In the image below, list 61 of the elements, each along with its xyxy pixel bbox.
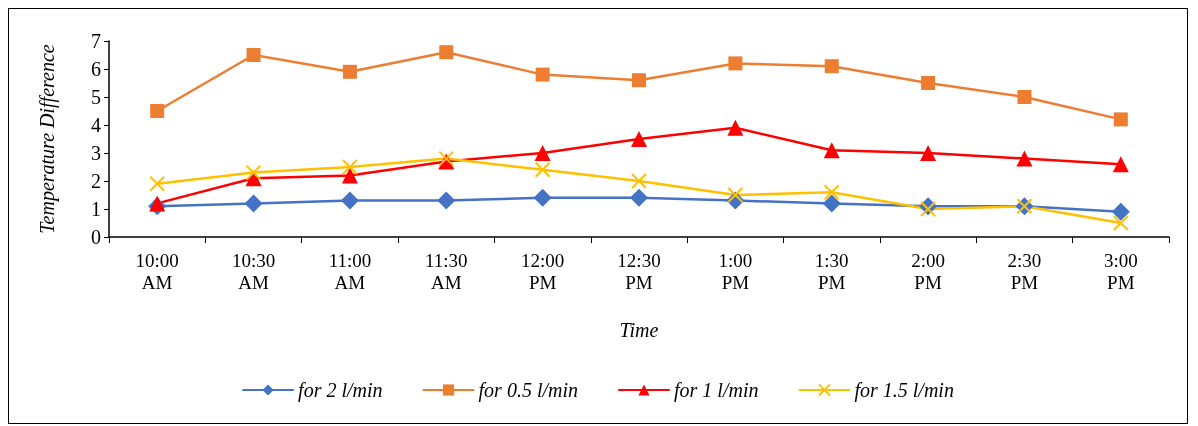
point [534,161,551,178]
y-tick-label: 0 [91,226,101,248]
point [631,131,647,147]
point [439,45,454,60]
point [534,145,551,161]
y-tick-label: 1 [91,198,101,220]
point [1111,202,1130,221]
legend-label: for 0.5 l/min [478,379,578,402]
y-tick-label: 4 [91,114,101,136]
point [246,48,261,62]
point [149,175,166,192]
x-tick-label: 1:30 PM [814,249,849,293]
x-tick-label: 2:30 PM [1007,249,1042,293]
x-tick-label: 11:30 AM [424,249,468,293]
point [630,188,648,207]
point [1017,90,1032,104]
point [920,201,937,217]
point [342,64,357,79]
point [631,173,647,189]
point [341,167,358,184]
legend-label: for 2 l/min [298,379,383,402]
y-tick-label: 2 [91,170,101,192]
x-axis-title: Time [619,319,659,341]
point [823,142,840,159]
point [632,73,646,88]
legend-label: for 1.5 l/min [854,379,954,402]
point [1016,150,1033,167]
point [921,76,936,90]
legend-label: for 1 l/min [674,379,759,402]
y-tick-label: 7 [91,30,101,52]
point [340,191,359,210]
point [727,119,744,136]
y-tick-label: 5 [91,86,101,108]
point [535,67,550,82]
x-tick-label: 10:00 AM [135,249,179,293]
x-tick-label: 10:30 AM [231,249,276,293]
y-tick-label: 3 [91,142,101,164]
point [437,191,456,210]
point [1112,156,1129,173]
point [150,104,165,118]
y-tick-label: 6 [91,58,101,80]
point [341,159,358,175]
y-axis-title: Temperature Difference [36,44,59,234]
point [824,59,839,74]
point [823,184,840,201]
x-tick-label: 1:00 PM [718,249,753,293]
x-tick-label: 2:00 PM [911,249,945,293]
point [727,187,744,203]
point [1113,112,1128,127]
x-tick-label: 12:00 PM [521,249,565,293]
point [920,145,937,161]
point [1112,215,1129,231]
point [244,194,263,213]
x-tick-label: 11:00 AM [328,249,372,293]
point [533,188,552,207]
point [728,56,743,71]
x-tick-label: 12:30 PM [617,249,661,293]
point [149,195,166,212]
point [245,164,262,181]
point [822,194,841,213]
x-tick-label: 3:00 PM [1103,249,1138,293]
